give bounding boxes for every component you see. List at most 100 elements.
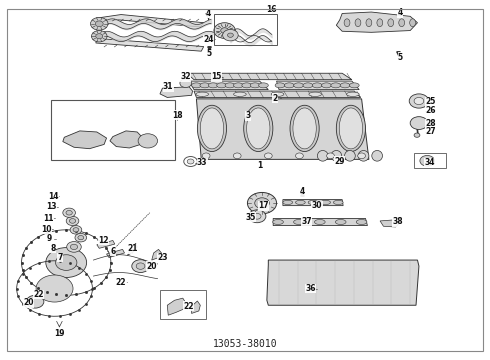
Ellipse shape xyxy=(312,83,322,88)
Text: 13: 13 xyxy=(47,202,57,211)
Ellipse shape xyxy=(275,83,285,88)
Circle shape xyxy=(255,198,270,208)
Circle shape xyxy=(75,233,87,242)
Text: 12: 12 xyxy=(98,236,108,245)
Circle shape xyxy=(187,159,194,164)
Circle shape xyxy=(220,28,228,33)
Circle shape xyxy=(414,133,420,137)
Ellipse shape xyxy=(225,83,235,88)
Text: 19: 19 xyxy=(54,329,65,338)
Ellipse shape xyxy=(259,83,269,88)
Circle shape xyxy=(295,153,303,159)
Circle shape xyxy=(26,295,44,308)
Circle shape xyxy=(420,156,435,166)
Text: 11: 11 xyxy=(43,214,53,223)
Text: 20: 20 xyxy=(147,262,157,271)
Ellipse shape xyxy=(250,83,260,88)
Polygon shape xyxy=(196,99,369,159)
Ellipse shape xyxy=(321,83,331,88)
Ellipse shape xyxy=(217,83,226,88)
Ellipse shape xyxy=(349,83,359,88)
Ellipse shape xyxy=(346,92,359,96)
Polygon shape xyxy=(276,81,359,90)
Text: 31: 31 xyxy=(163,82,173,91)
Text: 6: 6 xyxy=(110,247,116,256)
Circle shape xyxy=(70,226,82,234)
Text: 16: 16 xyxy=(267,5,277,14)
Polygon shape xyxy=(189,81,269,90)
Circle shape xyxy=(71,244,77,249)
Text: 4: 4 xyxy=(206,9,211,18)
Text: 22: 22 xyxy=(183,302,194,311)
Text: 15: 15 xyxy=(212,72,222,81)
Ellipse shape xyxy=(344,150,355,161)
Polygon shape xyxy=(97,240,115,248)
Polygon shape xyxy=(273,219,368,226)
Circle shape xyxy=(248,210,266,223)
Ellipse shape xyxy=(355,19,361,27)
Ellipse shape xyxy=(197,105,226,152)
Circle shape xyxy=(327,153,334,159)
Ellipse shape xyxy=(356,220,367,225)
Text: 20: 20 xyxy=(24,298,34,307)
Polygon shape xyxy=(192,301,200,314)
Ellipse shape xyxy=(192,83,201,88)
Text: 21: 21 xyxy=(127,244,138,253)
Ellipse shape xyxy=(200,108,223,149)
Circle shape xyxy=(138,134,158,148)
Text: 28: 28 xyxy=(425,119,436,128)
Bar xyxy=(50,100,174,161)
Circle shape xyxy=(410,117,428,130)
Polygon shape xyxy=(283,199,343,206)
Text: 3: 3 xyxy=(246,112,251,121)
Ellipse shape xyxy=(293,108,316,149)
Ellipse shape xyxy=(283,200,293,204)
Polygon shape xyxy=(167,298,186,315)
Bar xyxy=(160,290,206,319)
Ellipse shape xyxy=(196,92,209,96)
Ellipse shape xyxy=(284,83,294,88)
Ellipse shape xyxy=(388,19,393,27)
Ellipse shape xyxy=(309,92,321,96)
Text: 5: 5 xyxy=(206,49,211,58)
Bar xyxy=(414,153,445,168)
Circle shape xyxy=(214,23,235,39)
Circle shape xyxy=(96,21,103,27)
Ellipse shape xyxy=(399,19,405,27)
Text: 29: 29 xyxy=(335,157,345,166)
Circle shape xyxy=(233,153,241,159)
Ellipse shape xyxy=(372,150,383,161)
Ellipse shape xyxy=(308,200,318,204)
Ellipse shape xyxy=(321,200,331,204)
Ellipse shape xyxy=(294,83,303,88)
Ellipse shape xyxy=(318,150,328,161)
Text: 18: 18 xyxy=(172,111,182,120)
Text: 25: 25 xyxy=(425,97,436,106)
Text: 10: 10 xyxy=(42,225,52,234)
Circle shape xyxy=(227,33,233,37)
Ellipse shape xyxy=(377,19,383,27)
Text: 24: 24 xyxy=(203,35,214,44)
Text: 34: 34 xyxy=(424,158,435,167)
Ellipse shape xyxy=(344,19,350,27)
Text: 22: 22 xyxy=(33,290,44,299)
Circle shape xyxy=(36,275,73,302)
Bar xyxy=(215,14,276,45)
Circle shape xyxy=(414,98,424,104)
Text: 23: 23 xyxy=(158,253,168,262)
Ellipse shape xyxy=(331,150,342,161)
Circle shape xyxy=(132,260,149,273)
Circle shape xyxy=(66,211,73,215)
Circle shape xyxy=(358,153,366,159)
Circle shape xyxy=(78,235,84,240)
Circle shape xyxy=(247,193,276,214)
Polygon shape xyxy=(160,87,193,98)
Polygon shape xyxy=(267,260,419,305)
Text: 4: 4 xyxy=(300,187,305,196)
Text: 37: 37 xyxy=(301,217,312,226)
Text: 26: 26 xyxy=(425,106,436,115)
Ellipse shape xyxy=(336,105,366,152)
Ellipse shape xyxy=(200,83,210,88)
Polygon shape xyxy=(110,131,143,148)
Ellipse shape xyxy=(208,83,218,88)
